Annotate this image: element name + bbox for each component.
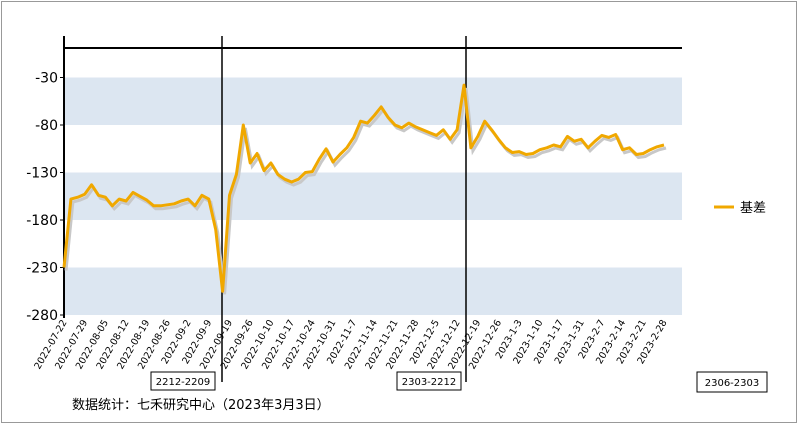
y-tick-label: -130 bbox=[26, 166, 58, 182]
annotation: 2306-2303 bbox=[705, 378, 760, 389]
series-line bbox=[62, 83, 665, 293]
band bbox=[64, 172, 682, 220]
legend-label: 基差 bbox=[740, 201, 766, 216]
y-tick-label: -80 bbox=[35, 118, 58, 134]
annotation-box bbox=[150, 371, 216, 391]
y-tick-label: -280 bbox=[26, 308, 58, 324]
annotation: 2212-2209 bbox=[156, 377, 211, 388]
annotation-box bbox=[696, 371, 768, 393]
annotation: 2303-2212 bbox=[402, 377, 457, 388]
annotation-box bbox=[396, 371, 462, 391]
y-tick-label: -180 bbox=[26, 213, 58, 229]
line-shadow bbox=[64, 87, 667, 295]
y-tick-label: -30 bbox=[35, 71, 58, 87]
source-note: 数据统计：七禾研究中心（2023年3月3日） bbox=[72, 398, 330, 413]
band bbox=[64, 267, 682, 315]
y-tick-label: -230 bbox=[26, 261, 58, 277]
